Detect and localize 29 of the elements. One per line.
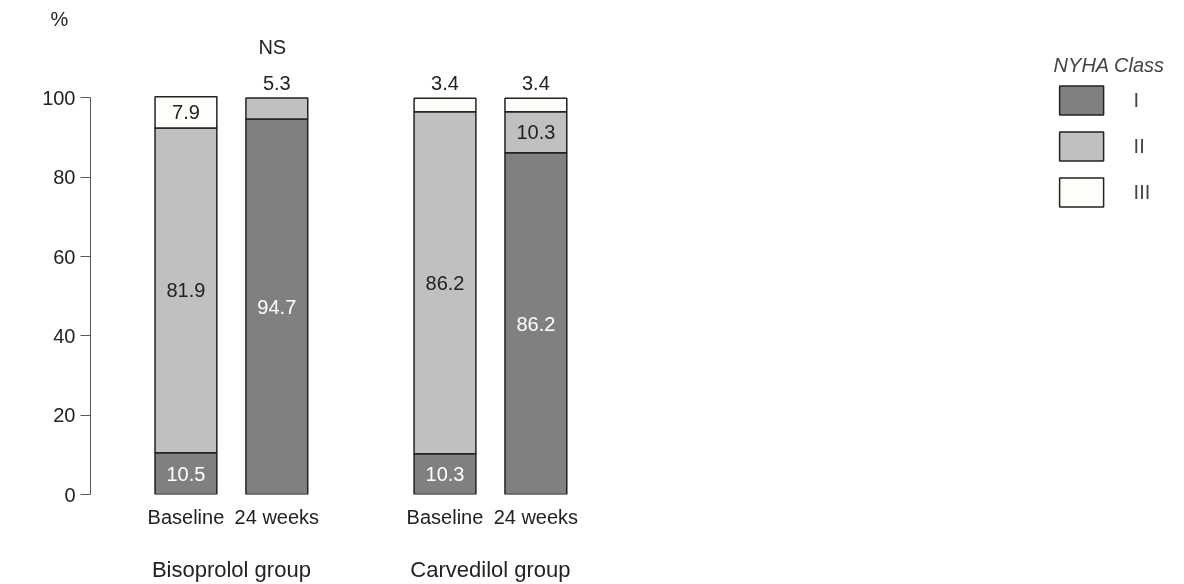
x-tick-label: Baseline	[406, 505, 484, 528]
data-label: 10.3	[516, 121, 556, 144]
data-label: 10.5	[166, 462, 206, 485]
legend-label: III	[1133, 180, 1152, 204]
legend-label: II	[1133, 134, 1146, 158]
data-label: 86.2	[516, 312, 556, 335]
y-tick-label: 0	[64, 483, 76, 506]
y-tick-label: 20	[53, 404, 76, 427]
y-tick-label: 100	[42, 86, 76, 109]
data-label: 10.3	[425, 463, 465, 486]
x-tick-label: 24 weeks	[493, 505, 579, 528]
legend-title: NYHA Class	[1053, 54, 1164, 77]
x-tick-label: Baseline	[147, 505, 225, 528]
data-label: 86.2	[425, 271, 465, 294]
x-tick-label: 24 weeks	[234, 505, 320, 528]
y-tick-label: 60	[53, 245, 76, 268]
data-label: 94.7	[257, 295, 297, 318]
y-axis-title: %	[50, 7, 69, 30]
text: Bisoprolol group	[151, 556, 311, 582]
y-tick-label: 80	[53, 166, 76, 189]
data-label: 3.4	[521, 72, 550, 95]
data-label: 7.9	[172, 101, 200, 124]
legend-label: I	[1133, 88, 1141, 112]
y-tick-label: 40	[53, 324, 76, 347]
text: NS	[258, 35, 287, 58]
data-label: 3.4	[431, 72, 459, 95]
data-label: 5.3	[262, 71, 291, 94]
text: Carvedilol group	[410, 556, 571, 582]
data-label: 81.9	[166, 279, 206, 302]
